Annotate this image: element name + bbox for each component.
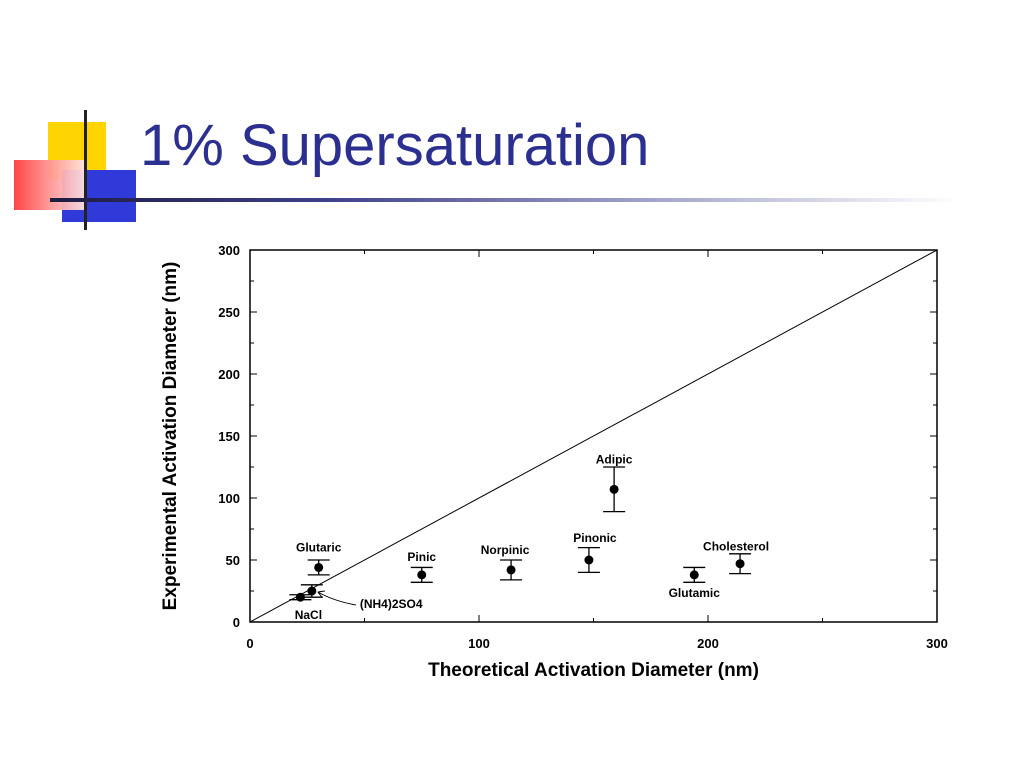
x-tick-label: 200	[697, 636, 719, 651]
point-marker	[689, 570, 699, 580]
point-marker	[584, 555, 594, 565]
ammonium-sulfate-arrow	[317, 590, 356, 606]
data-point: NaCl	[289, 592, 322, 622]
y-tick-label: 100	[218, 491, 240, 506]
point-label: Pinic	[407, 550, 436, 564]
point-label: Adipic	[596, 452, 633, 466]
y-tick-label: 0	[233, 615, 240, 630]
point-label: NaCl	[295, 608, 322, 622]
data-point: Glutaric	[296, 540, 342, 576]
point-label: (NH4)2SO4	[360, 597, 423, 611]
point-marker	[307, 586, 317, 596]
x-tick-label: 300	[926, 636, 948, 651]
point-marker	[609, 484, 619, 494]
y-tick-label: 250	[218, 305, 240, 320]
point-marker	[295, 592, 305, 602]
title-underline	[50, 198, 960, 202]
y-axis-title: Experimental Activation Diameter (nm)	[160, 262, 181, 611]
y-tick-label: 200	[218, 367, 240, 382]
reference-line-1to1	[249, 249, 938, 623]
point-marker	[314, 562, 324, 572]
x-tick-label: 0	[246, 636, 253, 651]
data-point: (NH4)2SO4	[300, 584, 423, 611]
y-tick-label: 300	[218, 243, 240, 258]
data-points: Glutaric (NH4)2SO4 NaCl Pinic Norpinic Pinoni…	[289, 452, 769, 622]
axis-ticks: 0 100 200 300 0 50 100 150 200 250 300	[218, 243, 948, 651]
data-point: Norpinic	[481, 543, 530, 581]
x-tick-label: 100	[468, 636, 490, 651]
data-point: Glutamic	[669, 566, 721, 600]
point-marker	[506, 565, 516, 575]
y-tick-label: 50	[226, 553, 240, 568]
y-tick-label: 150	[218, 429, 240, 444]
point-label: Pinonic	[573, 531, 617, 545]
point-label: Norpinic	[481, 543, 530, 557]
data-point: Pinic	[407, 550, 436, 583]
point-label: Glutamic	[669, 586, 721, 600]
point-marker	[417, 570, 427, 580]
x-axis-title: Theoretical Activation Diameter (nm)	[428, 660, 759, 681]
point-marker	[735, 559, 745, 569]
accent-vertical-bar	[84, 110, 87, 230]
slide-title: 1% Supersaturation	[140, 113, 650, 178]
data-point: Adipic	[596, 452, 633, 513]
data-point: Pinonic	[573, 531, 617, 574]
point-label: Glutaric	[296, 540, 342, 554]
data-point: Cholesterol	[703, 540, 769, 575]
point-label: Cholesterol	[703, 540, 769, 554]
